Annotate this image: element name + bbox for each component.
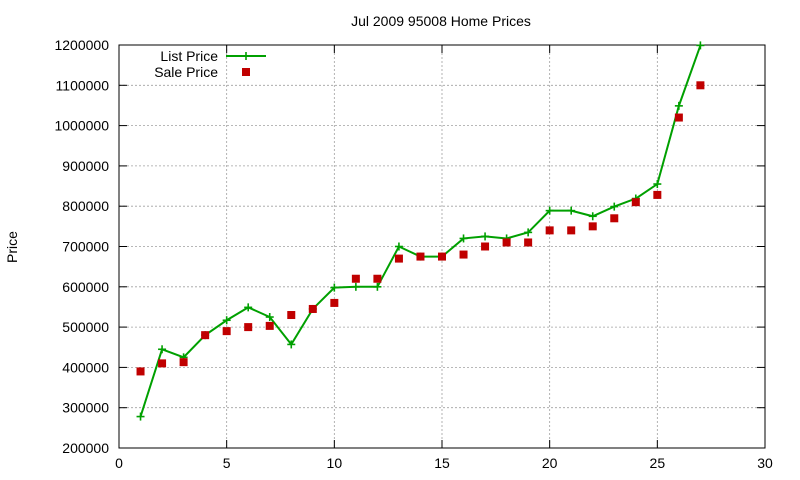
list-price-point bbox=[265, 313, 274, 322]
grid bbox=[119, 45, 765, 448]
y-tick-label: 200000 bbox=[62, 440, 109, 456]
y-tick-label: 1200000 bbox=[54, 37, 109, 53]
sale-price-point bbox=[524, 238, 533, 247]
series-sale-price bbox=[136, 81, 705, 376]
sale-price-point bbox=[588, 222, 597, 231]
sale-price-point bbox=[287, 311, 296, 320]
list-price-point bbox=[653, 180, 662, 189]
sale-price-point bbox=[481, 242, 490, 251]
list-price-line bbox=[139, 45, 702, 417]
legend-label-list-price: List Price bbox=[160, 48, 218, 64]
x-tick-label: 25 bbox=[650, 455, 666, 471]
series-layer bbox=[136, 41, 705, 421]
sale-price-point bbox=[502, 238, 511, 247]
x-tick-label: 20 bbox=[542, 455, 558, 471]
list-price-point bbox=[222, 316, 231, 325]
sale-price-point bbox=[158, 359, 167, 368]
list-price-point bbox=[158, 345, 167, 354]
sale-price-point bbox=[696, 81, 705, 90]
sale-price-point bbox=[567, 226, 576, 235]
list-price-point bbox=[481, 232, 490, 241]
sale-price-point bbox=[136, 367, 145, 376]
y-tick-label: 700000 bbox=[62, 239, 109, 255]
legend-marker-list-price bbox=[242, 52, 250, 60]
y-axis-label: Price bbox=[4, 231, 20, 263]
axis-ticks: 0 5 10 15 20 25 30 200000 300000 400000 500000 6000… bbox=[54, 37, 773, 471]
x-tick-label: 30 bbox=[757, 455, 773, 471]
legend-marker-sale-price bbox=[242, 68, 250, 76]
list-price-point bbox=[373, 282, 382, 291]
y-tick-label: 400000 bbox=[62, 359, 109, 375]
x-tick-label: 10 bbox=[327, 455, 343, 471]
y-tick-label: 600000 bbox=[62, 279, 109, 295]
y-tick-label: 900000 bbox=[62, 158, 109, 174]
series-list-price bbox=[136, 41, 705, 421]
sale-price-point bbox=[308, 304, 317, 313]
y-tick-label: 1100000 bbox=[56, 77, 110, 93]
sale-price-point bbox=[438, 252, 446, 261]
list-price-point bbox=[287, 340, 296, 349]
list-price-point bbox=[136, 412, 145, 421]
list-price-point bbox=[244, 303, 253, 312]
y-tick-label: 500000 bbox=[62, 319, 109, 335]
sale-price-point bbox=[265, 321, 274, 330]
sale-price-point bbox=[330, 298, 339, 307]
sale-price-point bbox=[545, 226, 554, 235]
list-price-point bbox=[330, 283, 339, 292]
list-price-point bbox=[545, 206, 554, 215]
sale-price-point bbox=[201, 331, 210, 340]
list-price-point bbox=[351, 282, 360, 291]
y-tick-label: 300000 bbox=[62, 400, 109, 416]
list-price-point bbox=[459, 234, 468, 243]
list-price-point bbox=[588, 212, 597, 221]
sale-price-point bbox=[459, 250, 468, 259]
y-tick-label: 1000000 bbox=[54, 118, 109, 134]
sale-price-point bbox=[610, 214, 619, 223]
y-tick-label: 800000 bbox=[62, 198, 109, 214]
sale-price-point bbox=[222, 327, 231, 336]
x-tick-label: 5 bbox=[223, 455, 231, 471]
sale-price-point bbox=[416, 252, 425, 261]
list-price-point bbox=[524, 228, 533, 237]
sale-price-point bbox=[179, 358, 188, 367]
sale-price-point bbox=[373, 274, 382, 283]
sale-price-point bbox=[674, 113, 683, 122]
list-price-point bbox=[610, 202, 619, 211]
sale-price-point bbox=[394, 254, 403, 263]
sale-price-point bbox=[653, 190, 662, 199]
x-tick-label: 0 bbox=[115, 455, 123, 471]
sale-price-point bbox=[351, 274, 360, 283]
sale-price-point bbox=[244, 323, 253, 332]
x-tick-label: 15 bbox=[434, 455, 450, 471]
list-price-point bbox=[696, 41, 705, 50]
list-price-point bbox=[567, 206, 576, 215]
list-price-point bbox=[394, 242, 403, 251]
chart-title: Jul 2009 95008 Home Prices bbox=[351, 13, 531, 29]
sale-price-point bbox=[631, 198, 640, 207]
list-price-point bbox=[674, 101, 683, 110]
legend-label-sale-price: Sale Price bbox=[154, 64, 218, 80]
